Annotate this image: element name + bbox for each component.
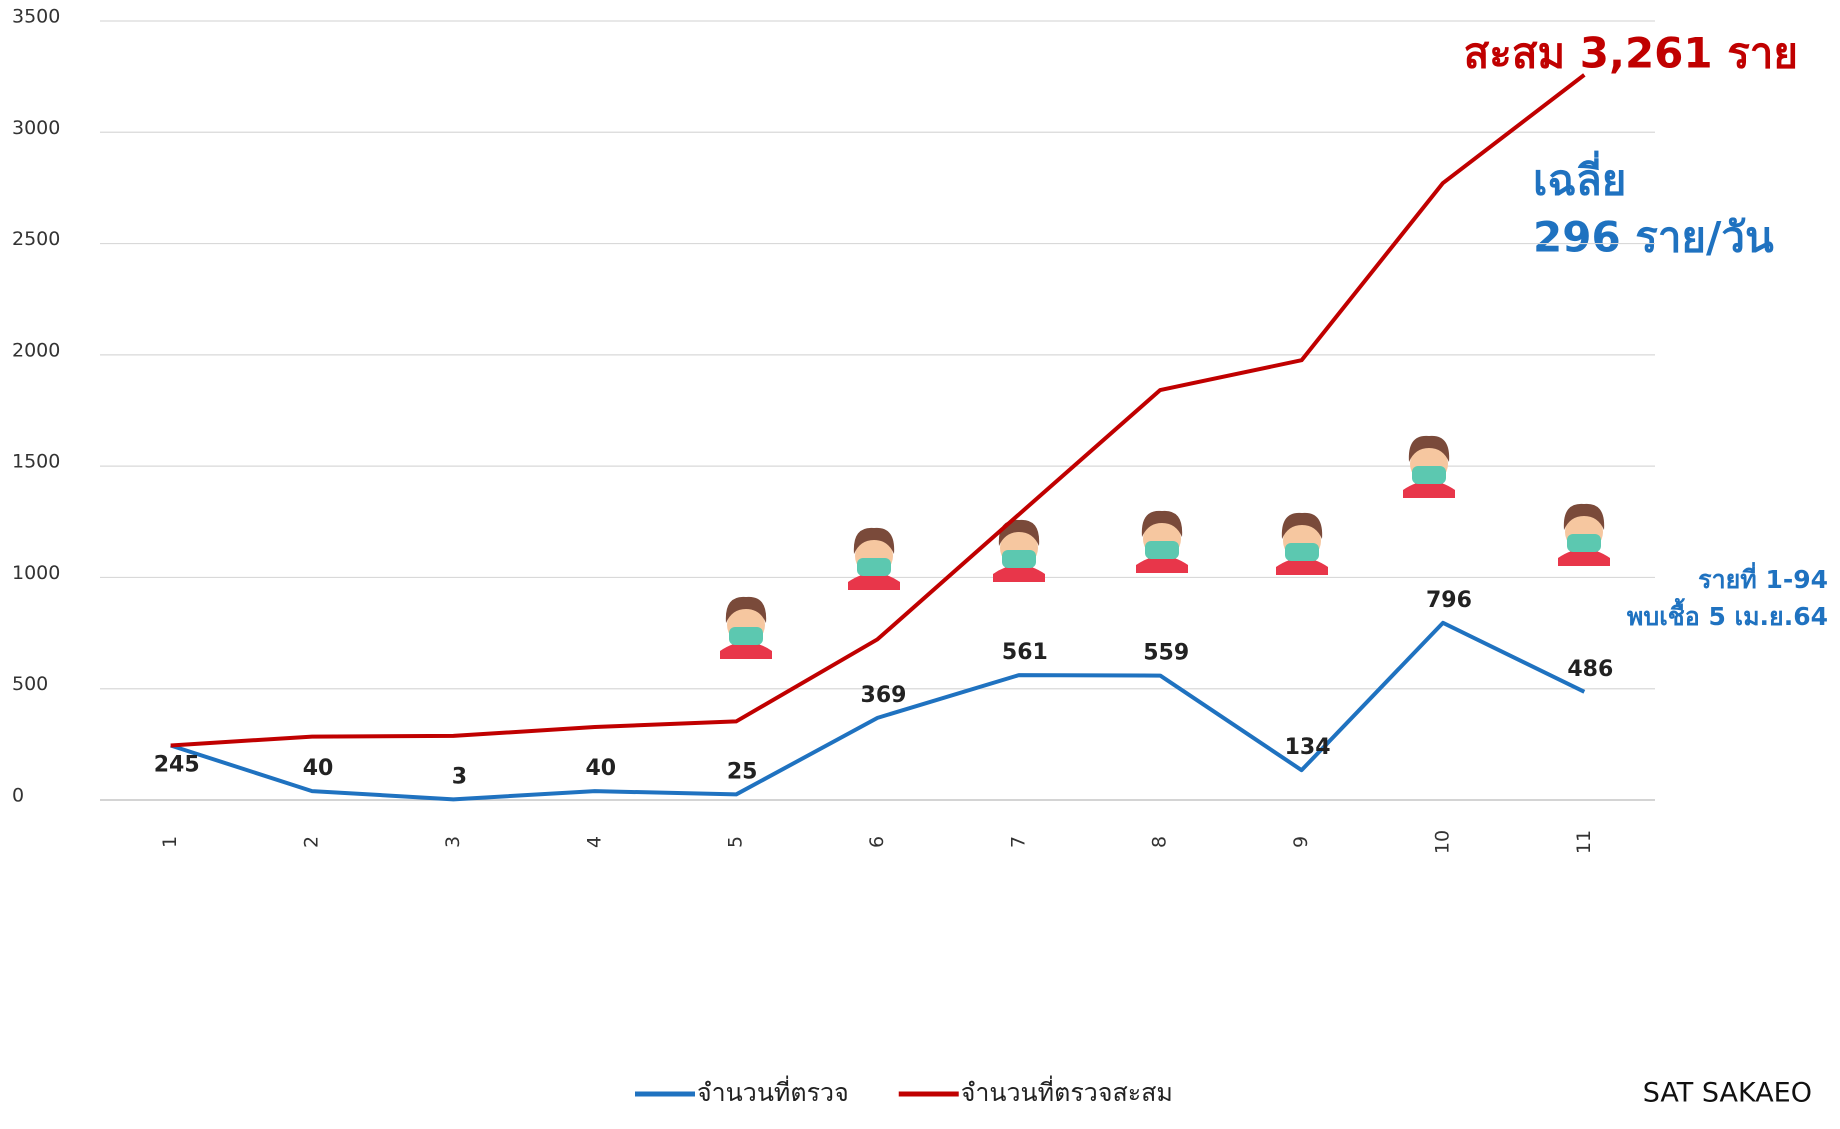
icon-body [1276,558,1328,575]
icon-body [1403,481,1455,498]
icon-mask [1285,543,1319,561]
icon-hair [1141,510,1183,537]
data-label: 245 [154,752,200,777]
annotation: สะสม 3,261 ราย [1464,29,1798,78]
icon [993,519,1045,582]
icon-mask [1412,466,1446,484]
x-tick-label: 1 [159,836,181,848]
x-tick-label: 4 [583,836,605,848]
icon-hair [725,596,767,623]
icon [1136,510,1188,573]
y-tick-label: 3000 [12,117,60,139]
y-tick-label: 3500 [12,6,60,28]
line [170,620,1586,802]
x-tick-label: 10 [1431,830,1453,854]
y-tick-label: 2500 [12,228,60,250]
data-label: 40 [585,756,616,781]
icon-hair [1281,512,1323,539]
legend-label: จำนวนที่ตรวจสะสม [961,1075,1173,1107]
annotation: รายที่ 1-94 [1698,562,1828,594]
data-label: 486 [1567,657,1613,682]
icon [1558,503,1610,566]
y-tick-label: 1500 [12,451,60,473]
y-tick-label: 2000 [12,339,60,361]
icon [1403,435,1455,498]
icon [848,527,900,590]
x-tick-label: 9 [1290,836,1312,848]
source: SAT SAKAEO [1643,1078,1812,1109]
x-tick-label: 8 [1149,836,1171,848]
icon-body [1558,549,1610,566]
data-label: 134 [1285,735,1331,760]
icon-hair [1408,435,1450,462]
annotation: พบเชื้อ 5 เม.ย.64 [1627,597,1828,631]
legend-label: จำนวนที่ตรวจ [697,1075,849,1107]
data-label: 561 [1002,640,1048,665]
icon-body [1136,556,1188,573]
icon-body [993,565,1045,582]
x-tick-label: 3 [442,836,464,848]
annotation: 296 ราย/วัน [1533,213,1774,262]
icon-mask [1145,541,1179,559]
icon-mask [1567,534,1601,552]
icon-hair [1563,503,1605,530]
data-label: 559 [1143,641,1189,666]
data-label: 796 [1426,588,1472,613]
icon-body [720,642,772,659]
y-tick-label: 0 [12,785,24,807]
icon-hair [998,519,1040,546]
icon-hair [853,527,895,554]
data-label: 369 [861,683,907,708]
x-tick-label: 2 [301,836,323,848]
x-tick-label: 5 [725,836,747,848]
line [170,73,1586,748]
annotation: เฉลี่ย [1533,151,1626,205]
x-tick-label: 7 [1007,836,1029,848]
icon-mask [1002,550,1036,568]
y-tick-label: 500 [12,673,48,695]
x-tick-label: 11 [1573,830,1595,854]
data-label: 25 [727,759,758,784]
x-tick-label: 6 [866,836,888,848]
data-label: 3 [452,764,467,789]
y-tick-label: 1000 [12,562,60,584]
icon [720,596,772,659]
icon [1276,512,1328,575]
icon-body [848,573,900,590]
icon-mask [729,627,763,645]
data-label: 40 [303,756,334,781]
icon-mask [857,558,891,576]
